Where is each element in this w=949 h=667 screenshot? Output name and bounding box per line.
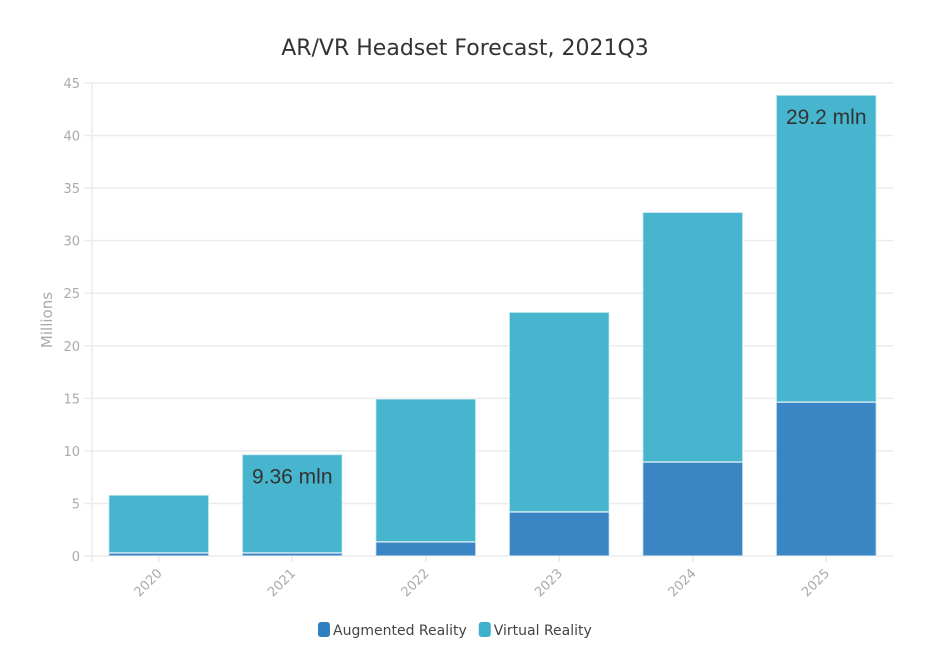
y-tick-label: 30 bbox=[63, 235, 80, 250]
y-tick-label: 15 bbox=[63, 392, 80, 407]
legend-swatch bbox=[318, 622, 330, 637]
y-tick-label: 10 bbox=[63, 445, 80, 460]
legend-label: Virtual Reality bbox=[494, 623, 592, 639]
bar-augmented-reality-2022[interactable] bbox=[374, 541, 477, 557]
y-axis-label: Millions bbox=[38, 292, 56, 348]
y-axis: 0 5 10 15 20 25 30 35 40 45 bbox=[63, 77, 93, 565]
legend-item-augmented-reality[interactable]: Augmented Reality bbox=[318, 622, 467, 639]
data-labels: 9.36 mln 29.2 mln bbox=[252, 106, 867, 488]
y-tick-label: 5 bbox=[72, 497, 80, 512]
x-tick-label: 2022 bbox=[399, 566, 433, 600]
y-tick-label: 35 bbox=[63, 182, 80, 197]
x-tick-label: 2025 bbox=[799, 566, 833, 600]
data-label: 9.36 mln bbox=[252, 465, 333, 488]
gridlines bbox=[84, 82, 893, 557]
bar-augmented-reality-2025[interactable] bbox=[775, 401, 878, 557]
bar-virtual-reality-2023[interactable] bbox=[508, 311, 611, 513]
bar-augmented-reality-2023[interactable] bbox=[508, 511, 611, 557]
x-tick-label: 2023 bbox=[532, 566, 566, 600]
legend-swatch bbox=[478, 622, 491, 637]
bar-virtual-reality-2021[interactable] bbox=[241, 453, 344, 554]
bar-virtual-reality-2025[interactable] bbox=[775, 94, 878, 403]
x-tick-label: 2021 bbox=[265, 566, 299, 600]
x-tick-label: 2024 bbox=[666, 566, 700, 600]
y-tick-label: 20 bbox=[63, 340, 80, 355]
legend-item-virtual-reality[interactable]: Virtual Reality bbox=[478, 622, 592, 639]
data-label: 29.2 mln bbox=[786, 106, 867, 129]
bar-augmented-reality-2024[interactable] bbox=[641, 461, 744, 557]
bar-virtual-reality-2020[interactable] bbox=[107, 494, 210, 554]
bar-virtual-reality-2024[interactable] bbox=[641, 211, 744, 463]
y-tick-label: 45 bbox=[63, 77, 80, 92]
legend: Augmented Reality Virtual Reality bbox=[318, 622, 592, 639]
legend-label: Augmented Reality bbox=[333, 623, 467, 639]
y-tick-label: 40 bbox=[63, 130, 80, 145]
y-tick-label: 25 bbox=[63, 287, 80, 302]
bar-virtual-reality-2022[interactable] bbox=[374, 398, 477, 543]
x-tick-label: 2020 bbox=[132, 566, 166, 600]
chart-title: AR/VR Headset Forecast, 2021Q3 bbox=[281, 36, 649, 61]
x-axis: 2020 2021 2022 2023 2024 2025 bbox=[132, 556, 833, 600]
y-tick-label: 0 bbox=[72, 550, 80, 565]
bars bbox=[107, 94, 878, 557]
